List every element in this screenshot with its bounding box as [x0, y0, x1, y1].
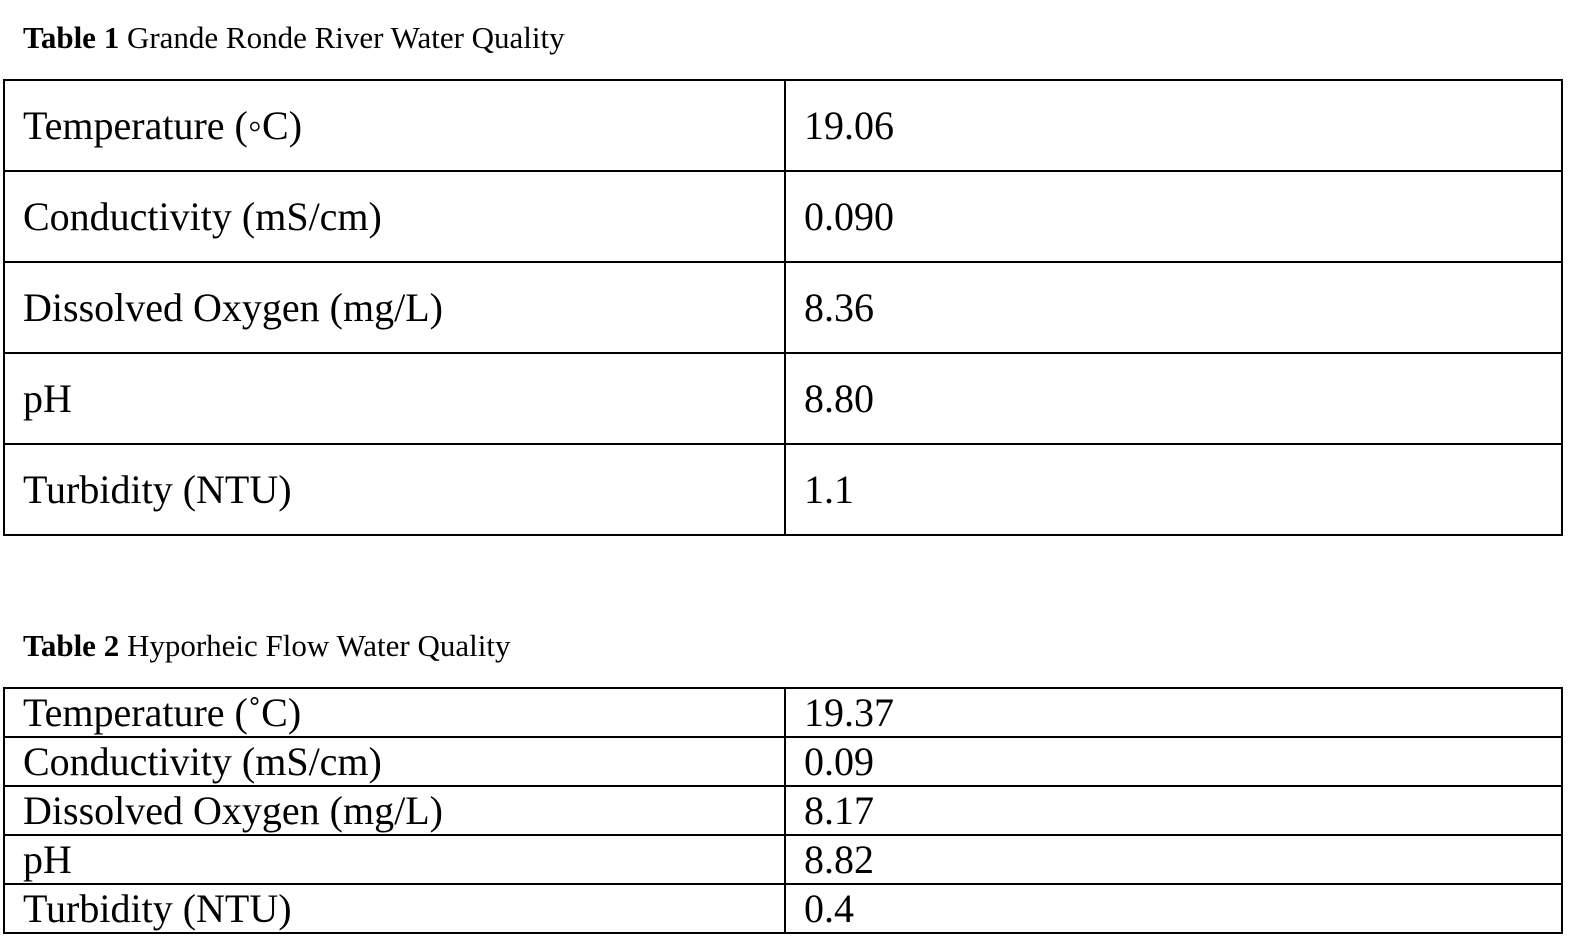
value-cell: 8.36: [784, 261, 1563, 354]
table-row: pH 8.82: [3, 834, 1563, 885]
table-row: Turbidity (NTU) 0.4: [3, 883, 1563, 934]
parameter-cell: pH: [3, 834, 786, 885]
value-cell: 8.80: [784, 352, 1563, 445]
value-cell: 19.06: [784, 79, 1563, 172]
table-label: Table 2: [23, 628, 120, 663]
table-title: Grande Ronde River Water Quality: [126, 20, 565, 55]
table-title: Hyporheic Flow Water Quality: [126, 628, 511, 663]
table-row: Dissolved Oxygen (mg/L) 8.17: [3, 785, 1563, 836]
table-row: Conductivity (mS/cm) 0.090: [3, 170, 1563, 263]
parameter-cell: Turbidity (NTU): [3, 443, 786, 536]
value-cell: 8.17: [784, 785, 1563, 836]
parameter-cell: Conductivity (mS/cm): [3, 170, 786, 263]
table-row: Temperature (◦C) 19.06: [3, 79, 1563, 172]
table-row: pH 8.80: [3, 352, 1563, 445]
value-cell: 19.37: [784, 687, 1563, 738]
table-label: Table 1: [23, 20, 120, 55]
parameter-cell: Turbidity (NTU): [3, 883, 786, 934]
parameter-cell: Conductivity (mS/cm): [3, 736, 786, 787]
table: Temperature (◦C) 19.06 Conductivity (mS/cm…: [3, 79, 1563, 536]
value-cell: 0.4: [784, 883, 1563, 934]
value-cell: 0.09: [784, 736, 1563, 787]
parameter-cell: Dissolved Oxygen (mg/L): [3, 785, 786, 836]
table-row: Conductivity (mS/cm) 0.09: [3, 736, 1563, 787]
value-cell: 0.090: [784, 170, 1563, 263]
caption: Table 1 Grande Ronde River Water Quality: [23, 20, 565, 56]
parameter-cell: Temperature (◦C): [3, 79, 786, 172]
table-row: Dissolved Oxygen (mg/L) 8.36: [3, 261, 1563, 354]
parameter-cell: pH: [3, 352, 786, 445]
value-cell: 1.1: [784, 443, 1563, 536]
caption: Table 2 Hyporheic Flow Water Quality: [23, 628, 510, 664]
table-row: Turbidity (NTU) 1.1: [3, 443, 1563, 536]
value-cell: 8.82: [784, 834, 1563, 885]
table-row: Temperature (˚C) 19.37: [3, 687, 1563, 738]
parameter-cell: Dissolved Oxygen (mg/L): [3, 261, 786, 354]
parameter-cell: Temperature (˚C): [3, 687, 786, 738]
table: Temperature (˚C) 19.37 Conductivity (mS/cm…: [3, 687, 1563, 934]
